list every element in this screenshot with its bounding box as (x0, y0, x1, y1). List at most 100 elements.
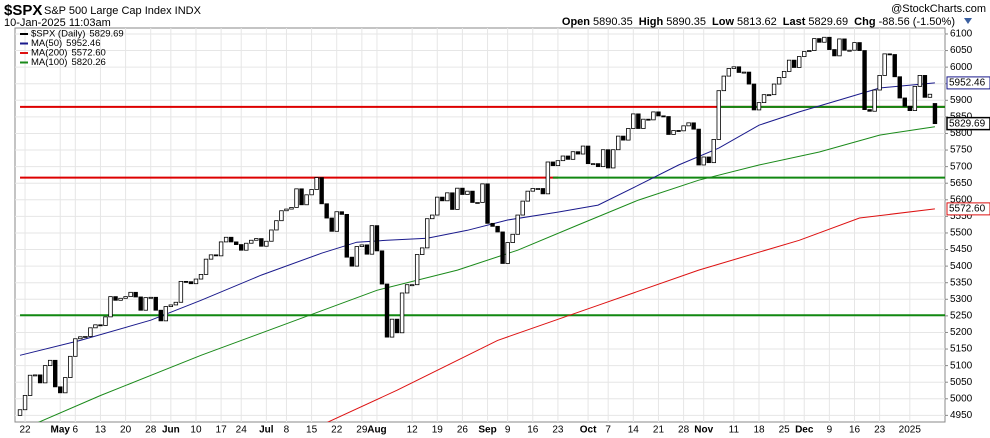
chart-date: 10-Jan-2025 11:03am (4, 17, 111, 29)
candle-body (264, 240, 269, 247)
y-tick-label: 6050 (950, 45, 973, 56)
y-tick-label: 5800 (950, 128, 973, 139)
last-value-label-box (946, 116, 990, 131)
candle-body (299, 188, 304, 206)
candle-body (435, 196, 440, 216)
y-tick-label: 5650 (950, 178, 973, 189)
quote-label: High (639, 16, 664, 28)
candle-body (746, 71, 752, 85)
x-tick-label: 21 (653, 425, 665, 436)
candle-body (575, 151, 581, 155)
candle-body (781, 71, 787, 78)
y-tick-label: 5300 (950, 294, 973, 305)
quote-label: Open (562, 16, 590, 28)
y-tick-label: 5050 (950, 377, 973, 388)
y-tick-label: 5500 (950, 228, 973, 239)
x-tick-label: 20 (120, 425, 132, 436)
candle-body (103, 316, 108, 326)
candle-body (892, 54, 897, 78)
candle-body (47, 359, 53, 367)
candle-body (555, 160, 561, 167)
candle-body (766, 94, 772, 97)
y-tick-label: 5450 (950, 244, 973, 255)
candle-body (751, 83, 757, 111)
candle-body (58, 386, 63, 394)
x-tick-label: Nov (694, 425, 713, 436)
candle-body (716, 90, 721, 140)
quote-label: Last (783, 16, 806, 28)
candle-body (927, 93, 933, 98)
candle-body (465, 190, 470, 195)
candle-body (440, 196, 445, 202)
candle-body (631, 113, 636, 129)
candle-body (319, 177, 324, 205)
x-tick-label: Sep (478, 425, 496, 436)
candle-body (932, 103, 938, 125)
y-tick-label: 5000 (950, 393, 973, 404)
candle-body (696, 128, 701, 166)
ma-line (19, 82, 935, 356)
x-tick-label: 28 (678, 425, 690, 436)
candle-body (922, 75, 928, 98)
candle-body (254, 238, 259, 241)
candle-body (143, 297, 148, 311)
quote-value: 5890.35 (666, 16, 706, 28)
candle-body (897, 76, 902, 99)
candle-body (530, 188, 535, 192)
candle-body (791, 59, 797, 68)
candle-body (862, 50, 867, 110)
candle-body (384, 283, 390, 338)
quote-value: 5813.62 (737, 16, 777, 28)
chart-subtitle: S&P 500 Large Cap Index INDX (44, 5, 202, 17)
x-tick-label: 25 (779, 425, 791, 436)
candle-body (570, 151, 576, 160)
candle-body (218, 241, 224, 257)
candle-body (590, 163, 596, 166)
candle-body (138, 296, 143, 311)
candle-body (168, 304, 174, 307)
legend-value: 5820.26 (71, 57, 105, 68)
candle-body (425, 218, 430, 249)
candle-body (621, 135, 626, 141)
candle-body (500, 231, 505, 264)
plot (17, 36, 945, 422)
x-tick-label: 19 (432, 425, 444, 436)
candle-body (118, 297, 123, 301)
credit: @StockCharts.com (891, 3, 986, 15)
legend-name: $SPX (Daily) (31, 29, 85, 40)
candle-body (198, 274, 204, 280)
candle-body (691, 122, 696, 130)
candle-body (193, 278, 199, 285)
candle-body (595, 163, 601, 168)
candle-body (27, 374, 33, 396)
candle-body (651, 111, 656, 121)
candle-body (515, 214, 520, 235)
candle-body (771, 83, 777, 96)
candle-body (510, 233, 515, 243)
candle-body (88, 327, 93, 337)
y-tick-label: 6000 (950, 62, 973, 73)
candle-body (480, 183, 485, 203)
x-tick-label: 13 (95, 425, 107, 436)
candle-body (520, 200, 525, 216)
candle-body (636, 113, 641, 129)
candle-body (872, 89, 877, 112)
x-tick-label: 22 (331, 425, 343, 436)
candle-body (244, 242, 249, 251)
candle-body (877, 75, 882, 91)
candle-body (37, 374, 43, 384)
candle-body (208, 254, 214, 260)
quote-label: Chg (854, 16, 875, 28)
candle-body (203, 258, 209, 275)
candle-body (882, 53, 887, 76)
candle-body (228, 236, 234, 243)
candle-body (460, 187, 465, 195)
candle-body (807, 50, 812, 52)
candle-body (731, 66, 737, 69)
candle-body (761, 94, 767, 104)
candle-body (736, 66, 742, 73)
y-tick-label: 5400 (950, 261, 973, 272)
candle-body (374, 225, 380, 252)
ma-value-label: 5952.46 (949, 78, 986, 89)
